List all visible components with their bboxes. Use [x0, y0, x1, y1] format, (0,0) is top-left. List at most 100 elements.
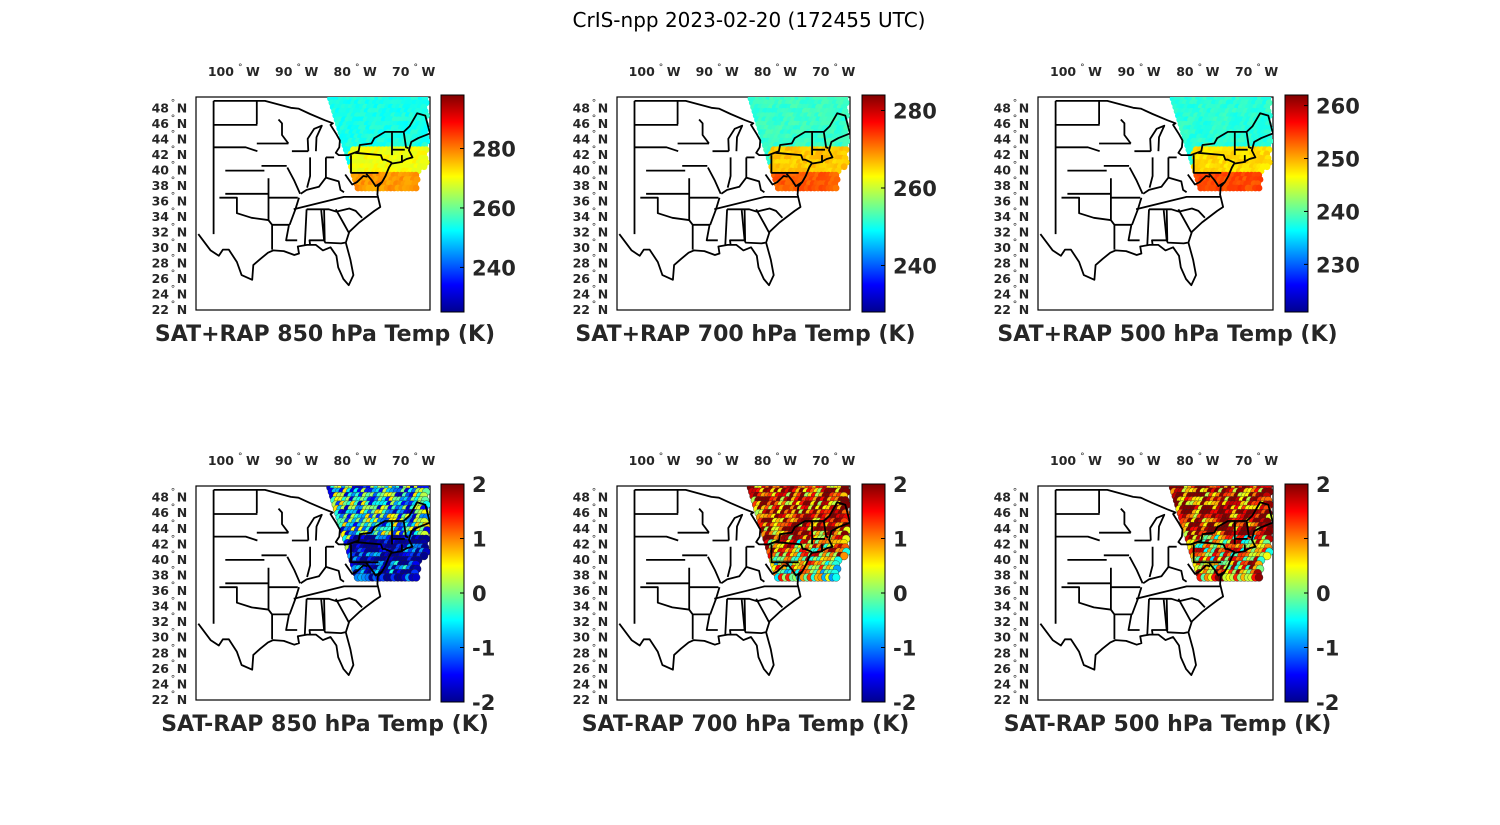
lat-tick-label: 26 — [152, 661, 170, 676]
lat-tick-label: 22 — [994, 302, 1011, 317]
colorbar-tick-label: -2 — [472, 691, 495, 715]
state-boundary — [1197, 151, 1236, 164]
lat-tick-label: 32 — [573, 614, 590, 629]
lat-tick-degree: ° — [1013, 503, 1018, 513]
lat-tick-hemisphere: N — [177, 209, 187, 224]
lon-tick-label: 100 — [208, 64, 234, 79]
lon-tick-label: 80 — [1176, 64, 1194, 79]
lat-tick-label: 40 — [152, 552, 170, 567]
lat-tick-hemisphere: N — [177, 583, 187, 598]
lat-tick-degree: ° — [171, 254, 176, 264]
state-boundary — [1245, 131, 1252, 149]
lat-tick-label: 46 — [994, 505, 1012, 520]
lat-tick-hemisphere: N — [598, 287, 608, 302]
lat-tick-degree: ° — [592, 690, 597, 700]
colorbar-tick-label: -1 — [1316, 637, 1339, 661]
lat-tick-degree: ° — [171, 269, 176, 279]
state-boundary — [350, 155, 379, 174]
lat-tick-label: 48 — [994, 490, 1011, 505]
lat-tick-hemisphere: N — [1019, 116, 1029, 131]
colorbar-tick-label: 0 — [1316, 582, 1331, 606]
lon-tick-hemisphere: W — [725, 453, 739, 468]
colorbar-tick-label: 1 — [472, 528, 487, 552]
lat-tick-hemisphere: N — [177, 163, 187, 178]
lon-tick-hemisphere: W — [1147, 453, 1161, 468]
state-boundary — [707, 556, 722, 584]
state-boundary — [267, 567, 274, 640]
lat-tick-degree: ° — [1013, 238, 1018, 248]
lat-tick-label: 26 — [994, 661, 1012, 676]
lat-tick-label: 48 — [152, 101, 169, 116]
colorbar-tick-label: 2 — [472, 473, 487, 497]
state-boundary — [1197, 541, 1236, 553]
figure-title: CrIS-npp 2023-02-20 (172455 UTC) — [573, 8, 926, 32]
lat-tick-hemisphere: N — [1019, 676, 1029, 691]
state-boundary — [640, 196, 690, 222]
lat-tick-label: 36 — [152, 194, 170, 209]
lat-tick-label: 24 — [152, 287, 170, 302]
lat-tick-degree: ° — [592, 99, 597, 109]
lat-tick-hemisphere: N — [598, 692, 608, 707]
lon-tick-label: 70 — [392, 453, 410, 468]
lat-tick-degree: ° — [1013, 114, 1018, 124]
state-boundary — [714, 195, 799, 211]
map-panel-2: 100 ° W 90 ° W 80 ° W 70 ° W48 ° N46 ° N44 ° N42 ° N40 ° N38 °… — [573, 63, 937, 347]
lat-tick-hemisphere: N — [598, 147, 608, 162]
lat-tick-label: 38 — [994, 178, 1011, 193]
lat-tick-label: 38 — [994, 567, 1011, 582]
lon-tick-degree: ° — [296, 452, 301, 462]
coastline — [618, 100, 850, 287]
colorbar — [1284, 94, 1309, 313]
state-boundary — [724, 209, 728, 245]
lat-tick-degree: ° — [1013, 192, 1018, 202]
data-point — [839, 551, 849, 561]
state-boundary — [1055, 146, 1100, 153]
lat-tick-hemisphere: N — [177, 271, 187, 286]
lon-tick-hemisphere: W — [363, 453, 377, 468]
state-boundary — [729, 209, 746, 246]
state-boundary — [729, 598, 746, 635]
lon-tick-degree: ° — [413, 63, 418, 73]
lat-tick-label: 22 — [152, 692, 169, 707]
lat-tick-hemisphere: N — [598, 209, 608, 224]
lat-tick-label: 30 — [994, 240, 1012, 255]
state-boundary — [1148, 157, 1154, 188]
lat-tick-label: 36 — [573, 194, 591, 209]
lat-tick-label: 38 — [152, 567, 169, 582]
state-boundary — [688, 178, 694, 250]
state-boundary — [1135, 585, 1221, 600]
state-boundary — [1149, 207, 1206, 219]
lon-tick-hemisphere: W — [667, 64, 681, 79]
lat-tick-degree: ° — [171, 114, 176, 124]
state-boundary — [306, 157, 312, 188]
lat-tick-hemisphere: N — [177, 287, 187, 302]
lat-tick-degree: ° — [171, 176, 176, 186]
lat-tick-degree: ° — [592, 300, 597, 310]
coastline — [1039, 488, 1273, 676]
lat-tick-hemisphere: N — [177, 505, 187, 520]
lat-tick-hemisphere: N — [1019, 490, 1029, 505]
map-panel-4: 100 ° W 90 ° W 80 ° W 70 ° W48 ° N46 ° N44 ° N42 ° N40 ° N38 °… — [152, 452, 496, 737]
map-panel-1: 100 ° W 90 ° W 80 ° W 70 ° W48 ° N46 ° N44 ° N42 ° N40 ° N38 °… — [152, 63, 516, 347]
state-boundary — [1192, 544, 1222, 564]
lat-tick-label: 36 — [994, 583, 1012, 598]
state-boundary — [714, 585, 799, 600]
lat-tick-hemisphere: N — [177, 132, 187, 147]
lon-tick-degree: ° — [413, 452, 418, 462]
state-boundary — [727, 207, 784, 219]
lat-tick-degree: ° — [171, 534, 176, 544]
map-panel-6: 100 ° W 90 ° W 80 ° W 70 ° W48 ° N46 ° N44 ° N42 ° N40 ° N38 °… — [994, 452, 1340, 737]
lat-tick-label: 42 — [152, 147, 169, 162]
colorbar-tick-label: -2 — [1316, 691, 1339, 715]
colorbar-tick-label: 1 — [1316, 528, 1331, 552]
lat-tick-label: 32 — [994, 225, 1011, 240]
lat-tick-degree: ° — [592, 565, 597, 575]
lake-michigan-outline — [1149, 513, 1166, 541]
lat-tick-degree: ° — [171, 674, 176, 684]
lat-tick-label: 38 — [573, 178, 590, 193]
lon-tick-degree: ° — [717, 63, 722, 73]
lat-tick-degree: ° — [171, 690, 176, 700]
lat-tick-label: 42 — [994, 536, 1011, 551]
lat-tick-hemisphere: N — [1019, 256, 1029, 271]
lon-tick-label: 70 — [1235, 64, 1253, 79]
